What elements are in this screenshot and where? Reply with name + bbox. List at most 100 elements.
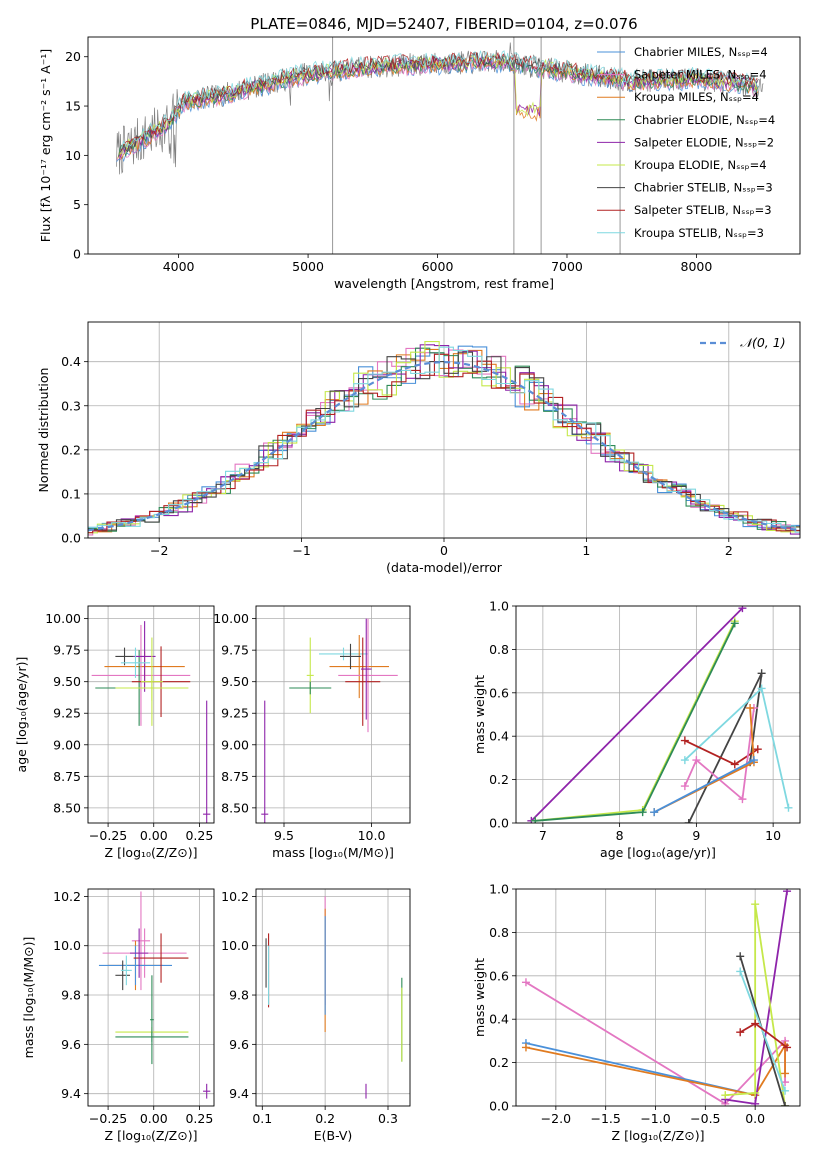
x-tick-label: 0.00: [140, 828, 168, 843]
model-spectrum-line: [120, 51, 758, 151]
mass-weight-marker: [521, 1043, 530, 1052]
grid: [256, 889, 410, 1106]
y-tick-label: 0.6: [489, 968, 509, 983]
mass-weight-marker: [736, 952, 745, 961]
x-tick-label: 0.25: [185, 828, 213, 843]
mass-weight-series-line: [525, 1041, 786, 1097]
y-tick-label: 10.00: [213, 611, 249, 626]
x-tick-label: 10: [765, 828, 781, 843]
mass-weight-marker: [751, 1088, 760, 1097]
plot-area: [98, 891, 211, 1099]
mass-weight-marker: [721, 1091, 730, 1100]
y-tick-label: 9.6: [61, 1037, 81, 1052]
x-axis-label: mass [log₁₀(M/M⊙)]: [272, 845, 394, 860]
x-tick-label: 6000: [422, 259, 454, 274]
y-tick-label: 8.50: [221, 800, 249, 815]
y-axis-label: mass weight: [472, 958, 487, 1037]
mass-weight-marker: [753, 745, 762, 754]
mass-weight-marker: [531, 816, 540, 823]
x-tick-label: 0: [440, 543, 448, 558]
plot-area: [91, 621, 211, 823]
y-tick-label: 0.1: [61, 486, 81, 501]
y-tick-label: 10.00: [45, 611, 81, 626]
mass-weight-marker: [783, 1043, 792, 1052]
y-tick-label: 10.2: [221, 889, 249, 904]
y-tick-label: 10.0: [221, 938, 249, 953]
y-tick-label: 9.4: [229, 1086, 249, 1101]
mass-weight-marker: [751, 1099, 760, 1106]
y-tick-label: 9.25: [53, 706, 81, 721]
grid: [88, 889, 214, 1106]
y-tick-label: 0.2: [61, 442, 81, 457]
mass-weight-marker: [680, 756, 689, 765]
residual-histogram-step: [88, 351, 800, 531]
y-axis-label: age [log₁₀(age/yr)]: [14, 657, 29, 773]
y-axis-label: Normed distribution: [36, 368, 51, 493]
legend: Chabrier MILES, Nₛₛₚ=4 Salpeter MILES, Nₛ…: [597, 45, 775, 240]
mass-weight-marker: [751, 1019, 760, 1028]
y-tick-label: 9.6: [229, 1037, 249, 1052]
mass-vs-metallicity-panel: −0.25 0.00 0.25 9.4 9.6 9.8 10.0 10.2 Z [log₁₀(Z…: [21, 888, 215, 1143]
x-tick-label: −2.0: [541, 1111, 571, 1126]
mass-weight-marker: [738, 606, 747, 613]
mass-weight-marker: [692, 756, 701, 765]
x-tick-label: 0.3: [378, 1111, 398, 1126]
y-tick-label: 0.4: [489, 1012, 509, 1027]
x-axis-label: E(B-V): [314, 1128, 353, 1143]
legend-label: Kroupa ELODIE, Nₛₛₚ=4: [634, 158, 767, 172]
y-tick-label: 0.6: [489, 685, 509, 700]
mass-weight-marker: [784, 803, 793, 812]
y-tick-label: 10.2: [53, 889, 81, 904]
plot-area: [527, 606, 793, 823]
x-axis-label: age [log₁₀(age/yr)]: [600, 845, 716, 860]
x-tick-label: 9.5: [274, 828, 294, 843]
y-tick-label: 0.3: [61, 398, 81, 413]
spectrum-panel: 4000 5000 6000 7000 8000 0 5 10 15 20 wavelength […: [38, 15, 801, 291]
y-tick-label: 9.75: [221, 643, 249, 658]
residual-histogram-step: [88, 340, 800, 534]
y-tick-label: 5: [73, 197, 81, 212]
y-tick-label: 0.2: [489, 1055, 509, 1070]
plot-area: [116, 37, 764, 254]
axes: −0.25 0.00 0.25 9.4 9.6 9.8 10.0 10.2 Z [log₁₀(Z…: [21, 888, 215, 1143]
y-tick-label: 0.0: [61, 531, 81, 546]
y-tick-label: 10.0: [53, 938, 81, 953]
y-tick-label: 0.4: [61, 354, 81, 369]
mass-weight-series-line: [739, 971, 786, 1092]
y-tick-label: 9.8: [61, 988, 81, 1003]
y-tick-label: 9.00: [53, 737, 81, 752]
legend-label: Salpeter MILES, Nₛₛₚ=4: [634, 68, 767, 82]
plot-area: [261, 618, 398, 823]
axes-frame: [255, 888, 411, 1107]
mass-weight-marker: [680, 782, 689, 791]
x-tick-label: 10.0: [358, 828, 386, 843]
y-tick-label: 8.75: [221, 769, 249, 784]
x-tick-label: 0.2: [315, 1111, 335, 1126]
mass-weight-marker: [783, 889, 792, 896]
mass-weight-marker: [521, 978, 530, 987]
y-tick-label: 0.4: [489, 729, 509, 744]
axes-frame: [255, 605, 411, 824]
axes: −2.0 −1.5 −1.0 −0.5 0.0 0.0 0.2 0.4 0.6 0.8 1.0 Z […: [472, 882, 801, 1143]
legend-label: Salpeter ELODIE, Nₛₛₚ=2: [634, 135, 774, 149]
x-tick-label: 7: [539, 828, 547, 843]
mass-weight-marker: [736, 967, 745, 976]
mass-weight-marker: [650, 808, 659, 817]
x-tick-label: 0.25: [185, 1111, 213, 1126]
x-tick-label: −1.5: [591, 1111, 621, 1126]
y-tick-label: 0.0: [489, 1099, 509, 1114]
axes: 9.5 10.0 8.50 8.75 9.00 9.25 9.50 9.75 10.00 mass…: [213, 605, 411, 860]
y-tick-label: 10: [65, 148, 81, 163]
axes: −2 −1 0 1 2 0.0 0.1 0.2 0.3 0.4 (data-model)/error…: [36, 321, 801, 575]
x-axis-label: Z [log₁₀(Z/Z⊙)]: [105, 1128, 198, 1143]
y-tick-label: 1.0: [489, 882, 509, 897]
y-tick-label: 8.50: [53, 800, 81, 815]
y-tick-label: 0.8: [489, 925, 509, 940]
mass-vs-ebv-panel: 0.1 0.2 0.3 9.4 9.6 9.8 10.0 10.2 E(B-V): [221, 888, 411, 1143]
model-spectrum-line: [121, 50, 759, 149]
model-spectrum-line: [118, 55, 759, 157]
x-tick-label: 5000: [292, 259, 324, 274]
mass-weight-marker: [730, 760, 739, 769]
x-tick-label: −1: [292, 543, 310, 558]
